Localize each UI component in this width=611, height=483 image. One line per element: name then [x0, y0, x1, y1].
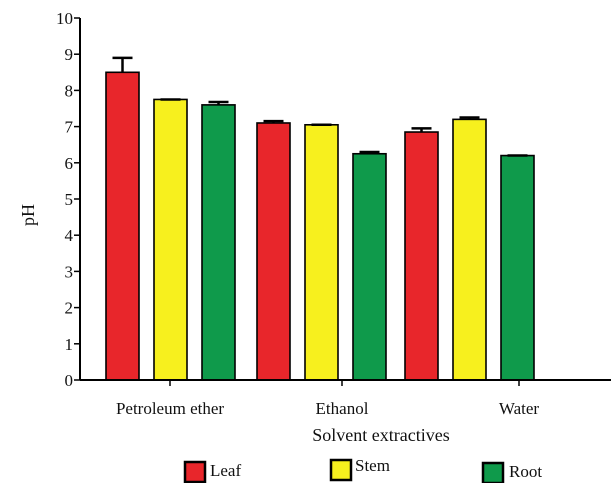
legend-swatch-stem — [329, 458, 353, 482]
bar-root — [352, 152, 387, 381]
legend-label-root: Root — [509, 462, 542, 481]
y-tick-label: 1 — [65, 335, 74, 354]
y-tick-label: 6 — [65, 154, 74, 173]
legend: Leaf Stem Root — [183, 456, 542, 483]
y-axis-label: pH — [18, 204, 38, 226]
y-tick-label: 7 — [65, 118, 74, 137]
bar-stem — [153, 98, 188, 381]
x-tick-label: Ethanol — [316, 399, 369, 418]
y-ticks-layer: 0 1 2 3 4 5 6 7 8 9 10 — [56, 9, 80, 390]
bar-leaf — [404, 131, 439, 381]
legend-label-stem: Stem — [355, 456, 390, 475]
error-bars-layer — [112, 56, 528, 157]
y-tick-label: 9 — [65, 45, 74, 64]
y-tick-label: 0 — [65, 371, 74, 390]
bar-leaf — [105, 71, 140, 381]
x-ticks-layer: Petroleum ether Ethanol Water — [116, 380, 539, 418]
y-tick-label: 3 — [65, 262, 74, 281]
y-tick-label: 2 — [65, 299, 74, 318]
x-tick-label: Petroleum ether — [116, 399, 224, 418]
bar-root — [500, 154, 535, 381]
y-tick-label: 10 — [56, 9, 73, 28]
bar-root — [201, 104, 236, 381]
y-tick-label: 5 — [65, 190, 74, 209]
x-axis-label: Solvent extractives — [312, 425, 449, 445]
bar-stem — [452, 118, 487, 381]
y-tick-label: 8 — [65, 81, 74, 100]
legend-swatch-root — [481, 461, 505, 483]
bar-leaf — [256, 122, 291, 381]
y-tick-label: 4 — [65, 226, 74, 245]
x-tick-label: Water — [499, 399, 539, 418]
bar-stem — [304, 123, 339, 381]
legend-label-leaf: Leaf — [210, 461, 241, 480]
legend-swatch-leaf — [183, 460, 207, 483]
